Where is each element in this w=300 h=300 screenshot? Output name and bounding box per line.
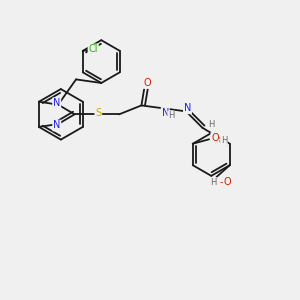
Text: -: -: [219, 177, 223, 188]
Text: O: O: [144, 78, 151, 88]
Text: H: H: [208, 120, 214, 129]
Text: O: O: [211, 133, 219, 143]
Text: O: O: [224, 177, 232, 188]
Text: H: H: [221, 136, 227, 145]
Text: Cl: Cl: [88, 44, 98, 54]
Text: H: H: [168, 111, 174, 120]
Text: N: N: [53, 98, 60, 108]
Text: N: N: [161, 108, 169, 118]
Text: H: H: [210, 178, 217, 187]
Text: N: N: [184, 103, 191, 113]
Text: N: N: [53, 121, 60, 130]
Text: S: S: [95, 108, 101, 118]
